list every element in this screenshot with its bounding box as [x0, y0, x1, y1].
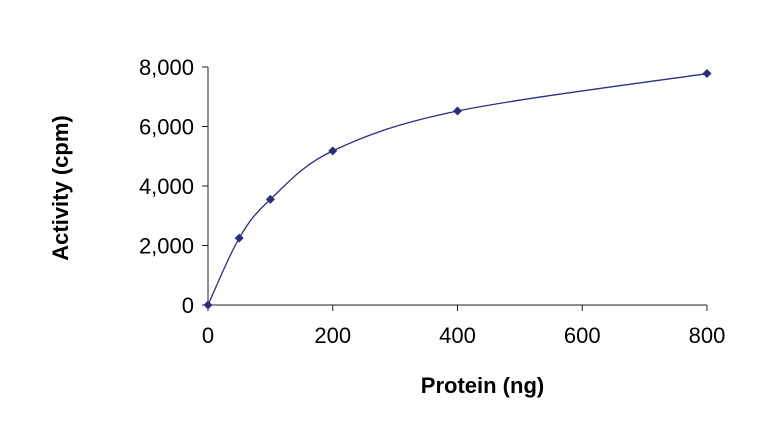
y-tick-label: 2,000 [139, 234, 194, 259]
y-ticks: 0 2,000 4,000 6,000 8,000 [139, 55, 208, 318]
data-point-marker [265, 194, 275, 204]
x-tick-label: 800 [689, 323, 726, 348]
y-axis-title: Activity (cpm) [48, 115, 73, 260]
x-axis-title: Protein (ng) [421, 373, 544, 398]
data-point-marker [328, 146, 338, 156]
y-tick-label: 0 [182, 293, 194, 318]
x-ticks: 0 200 400 600 800 [202, 305, 725, 348]
x-tick-label: 400 [439, 323, 476, 348]
x-tick-label: 600 [564, 323, 601, 348]
axes: 0 2,000 4,000 6,000 8,000 0 200 400 600 800 [139, 55, 725, 348]
data-point-marker [234, 233, 244, 243]
data-point-marker [453, 106, 462, 116]
x-tick-label: 0 [202, 323, 214, 348]
y-tick-label: 6,000 [139, 115, 194, 140]
series-layer [203, 69, 712, 310]
y-tick-label: 4,000 [139, 174, 194, 199]
data-point-marker [203, 300, 213, 310]
data-point-marker [702, 69, 712, 79]
x-tick-label: 200 [314, 323, 351, 348]
y-tick-label: 8,000 [139, 55, 194, 80]
